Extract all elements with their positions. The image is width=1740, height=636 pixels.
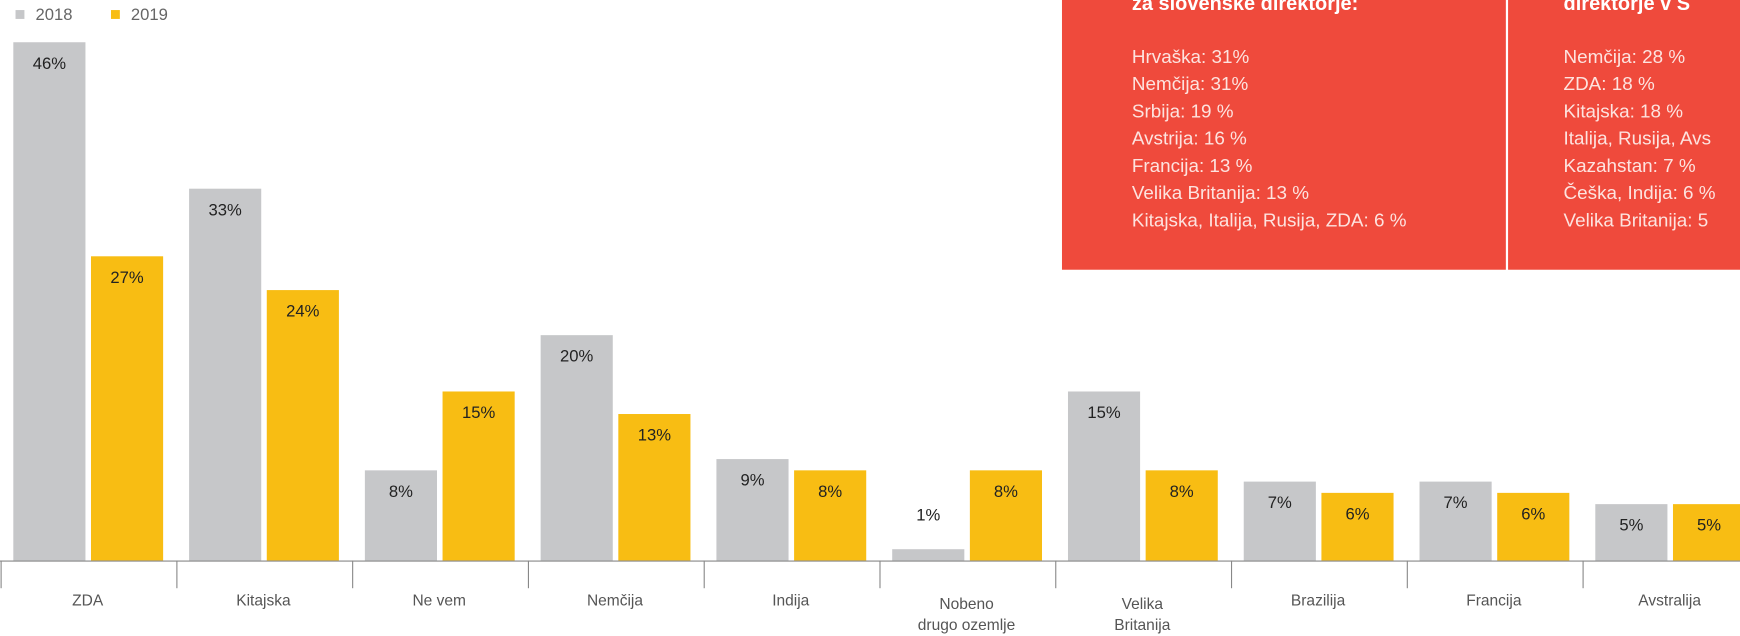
x-tick-label: ZDA [72, 593, 104, 610]
data-label: 5% [1697, 516, 1721, 535]
bar [618, 414, 691, 561]
panel-line: ZDA: 18 % [1564, 73, 1655, 94]
data-label: 33% [209, 200, 242, 219]
data-label: 8% [1170, 482, 1194, 501]
panel-heading: za slovenske direktorje: [1132, 0, 1358, 15]
data-label: 6% [1521, 504, 1545, 523]
panel-line: Hrvaška: 31% [1132, 46, 1250, 67]
bar [716, 459, 789, 561]
bar [13, 42, 86, 561]
bar [1067, 391, 1141, 561]
x-tick-label: Nobeno drugo ozemlje [918, 596, 1015, 634]
bar [892, 549, 965, 561]
bar [969, 470, 1043, 561]
data-label: 15% [462, 403, 495, 422]
bar [1419, 481, 1492, 561]
panel-line: Velika Britanija: 5 [1564, 210, 1709, 231]
data-label: 13% [638, 426, 671, 445]
data-label: 7% [1268, 493, 1292, 512]
x-tick-label: Avstralija [1638, 593, 1701, 610]
panel-line: Srbija: 19 % [1132, 100, 1234, 121]
panel-line: Avstrija: 16 % [1132, 128, 1247, 149]
data-label: 1% [916, 505, 940, 524]
bar [1595, 504, 1668, 561]
bar [794, 470, 867, 561]
bar [1243, 481, 1316, 561]
bar [1672, 504, 1740, 561]
data-label: 5% [1619, 516, 1643, 535]
data-label: 27% [110, 268, 143, 287]
legend-label: 2019 [131, 5, 168, 24]
data-label: 20% [560, 347, 593, 366]
panel-heading: direktorje v S [1564, 0, 1691, 15]
legend-label: 2018 [36, 5, 73, 24]
bar [442, 391, 515, 561]
x-tick-label: Indija [772, 593, 809, 610]
bar [90, 256, 164, 561]
panel-line: Velika Britanija: 13 % [1132, 182, 1309, 203]
x-tick-label: Francija [1466, 593, 1522, 610]
panel-line: Francija: 13 % [1132, 155, 1253, 176]
data-label: 8% [389, 482, 413, 501]
data-label: 8% [994, 482, 1018, 501]
bar [1321, 492, 1394, 561]
panel-line: Kitajska: 18 % [1564, 100, 1684, 121]
x-tick-label: Ne vem [412, 593, 465, 610]
legend-swatch [110, 10, 120, 19]
data-label: 9% [740, 471, 764, 490]
panel-line: Italija, Rusija, Avs [1564, 128, 1711, 149]
panel-line: Češka, Indija: 6 % [1564, 182, 1716, 203]
panel-box [1508, 0, 1740, 270]
panel-line: Kazahstan: 7 % [1564, 155, 1696, 176]
data-label: 24% [286, 302, 319, 321]
panel-line: Nemčija: 28 % [1564, 46, 1686, 67]
x-tick-label: Kitajska [236, 593, 291, 610]
panel-line: Nemčija: 31% [1132, 73, 1249, 94]
x-tick-label: Brazilija [1291, 593, 1346, 610]
bar [266, 290, 339, 561]
bar [189, 188, 262, 561]
legend-swatch [15, 10, 25, 19]
panel-line: Kitajska, Italija, Rusija, ZDA: 6 % [1132, 210, 1407, 231]
data-label: 8% [818, 482, 842, 501]
data-label: 7% [1444, 493, 1468, 512]
data-label: 46% [33, 54, 66, 73]
x-tick-label: Velika Britanija [1114, 596, 1170, 634]
bar [1145, 470, 1218, 561]
x-tick-label: Nemčija [587, 593, 643, 610]
panel-box [1061, 0, 1506, 270]
data-label: 6% [1345, 504, 1369, 523]
data-label: 15% [1087, 403, 1120, 422]
bar [540, 335, 613, 561]
bar [364, 470, 437, 561]
bar [1497, 492, 1570, 561]
